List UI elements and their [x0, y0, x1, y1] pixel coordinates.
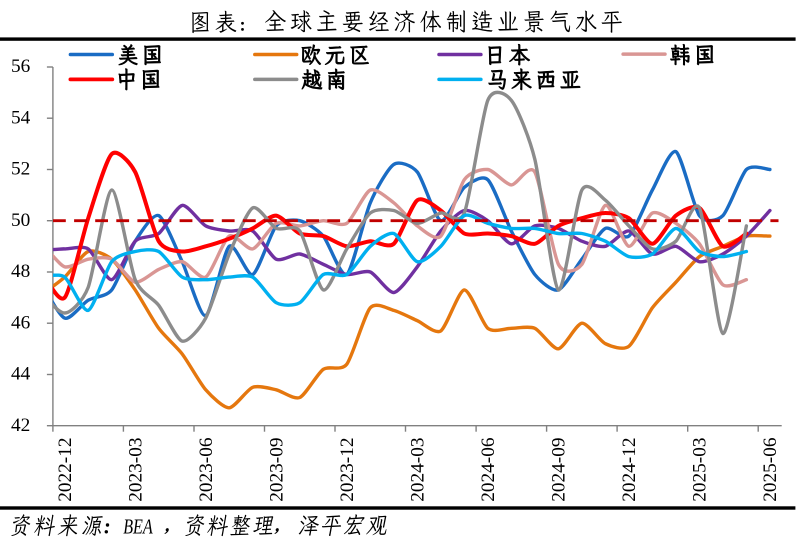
svg-text:2025-06: 2025-06: [760, 437, 781, 502]
svg-text:46: 46: [11, 312, 31, 333]
svg-text:2024-03: 2024-03: [408, 438, 429, 502]
svg-text:BEA: BEA: [123, 515, 153, 539]
svg-text:54: 54: [11, 107, 31, 128]
svg-text:2024-12: 2024-12: [619, 438, 640, 502]
svg-text:42: 42: [11, 415, 30, 436]
svg-text:44: 44: [11, 364, 31, 385]
svg-text:56: 56: [11, 56, 31, 77]
svg-text:52: 52: [11, 159, 30, 180]
svg-text:2025-03: 2025-03: [690, 438, 711, 502]
svg-text:2023-06: 2023-06: [196, 437, 217, 502]
svg-text:50: 50: [11, 210, 30, 231]
svg-text:48: 48: [11, 261, 30, 282]
svg-text:2023-03: 2023-03: [125, 438, 146, 502]
svg-text:2024-06: 2024-06: [478, 437, 499, 502]
svg-text:2023-12: 2023-12: [337, 438, 358, 502]
svg-text:2022-12: 2022-12: [55, 438, 76, 502]
svg-text:2024-09: 2024-09: [549, 438, 570, 502]
svg-text:2023-09: 2023-09: [266, 438, 287, 502]
